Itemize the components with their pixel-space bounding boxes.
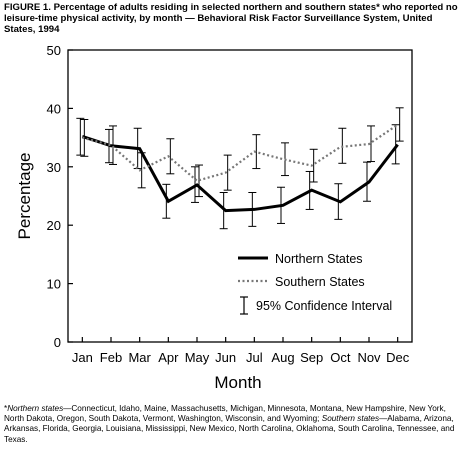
chart-axes: 0 10 20 30 40 50 Jan Feb Mar Apr May Jun Jul Aug Sep Oc…: [47, 43, 413, 365]
chart-legend: Northern States Southern States 95% Confid…: [238, 252, 392, 315]
x-tick-label: Jun: [215, 350, 236, 365]
x-tick-label: May: [185, 350, 210, 365]
y-tick-label: 10: [47, 277, 61, 292]
y-tick-label: 50: [47, 43, 61, 58]
footnote-south-text: —Alabama, Arizona, Arkansas, Florida, Ge…: [4, 414, 455, 444]
footnote-north-label: Northern states: [7, 404, 64, 413]
x-tick-label: Mar: [128, 350, 151, 365]
plot-frame: [67, 49, 413, 343]
footnote-north-text: —Connecticut, Idaho, Maine, Massachusett…: [4, 404, 446, 424]
x-tick-label: Apr: [158, 350, 179, 365]
y-axis-label: Percentage: [15, 153, 34, 240]
x-tick-label: Dec: [386, 350, 410, 365]
y-tick-label: 20: [47, 218, 61, 233]
footnote-marker: *: [4, 404, 8, 413]
series-line-northern: [81, 135, 399, 213]
x-tick-label: Sep: [300, 350, 323, 365]
footnote-south-label: Southern states: [321, 414, 380, 424]
legend-label-southern: Southern States: [275, 275, 365, 289]
figure-caption: FIGURE 1. Percentage of adults residing …: [4, 2, 458, 36]
x-tick-label: Feb: [100, 350, 122, 365]
legend-label-northern: Northern States: [275, 252, 363, 266]
y-tick-label: 30: [47, 160, 61, 175]
x-tick-label: Aug: [271, 350, 294, 365]
y-tick-label: 0: [54, 335, 61, 350]
x-tick-label: Oct: [330, 350, 351, 365]
legend-label-ci: 95% Confidence Interval: [256, 299, 392, 313]
x-tick-label: Jul: [246, 350, 263, 365]
series-line-southern: [82, 123, 399, 183]
x-tick-label: Jan: [72, 350, 93, 365]
series-lines: [81, 123, 399, 213]
x-axis-label: Month: [214, 373, 261, 392]
x-tick-label: Nov: [357, 350, 381, 365]
y-tick-label: 40: [47, 101, 61, 116]
footnote: *Northern states—Connecticut, Idaho, Mai…: [4, 404, 462, 445]
